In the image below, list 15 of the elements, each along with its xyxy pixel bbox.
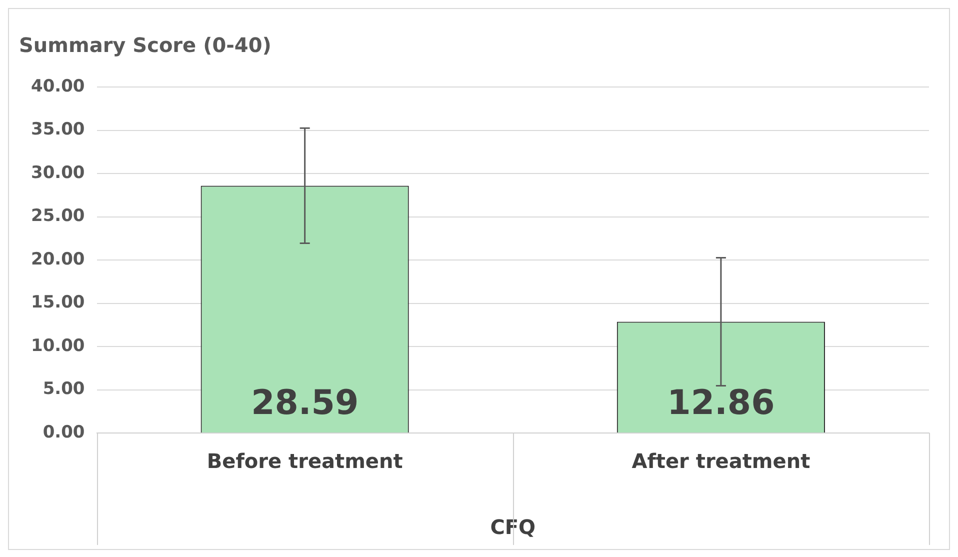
y-tick-label: 40.00 [30,76,85,96]
y-tick-label: 0.00 [42,422,85,442]
y-tick-label: 30.00 [30,162,85,183]
y-axis-title: Summary Score (0-40) [19,33,272,58]
x-tick-label: After treatment [632,449,811,474]
y-tick-label: 35.00 [30,120,85,140]
x-axis-title: CFQ [490,515,536,540]
y-tick-label: 15.00 [30,292,85,313]
data-label: 28.59 [251,382,359,423]
y-tick-label: 10.00 [30,336,85,356]
y-tick-label: 25.00 [30,206,85,226]
x-tick-label: Before treatment [206,449,404,474]
data-label: 12.86 [667,382,775,423]
y-tick-label: 5.00 [42,379,85,400]
y-tick-label: 20.00 [30,249,85,270]
